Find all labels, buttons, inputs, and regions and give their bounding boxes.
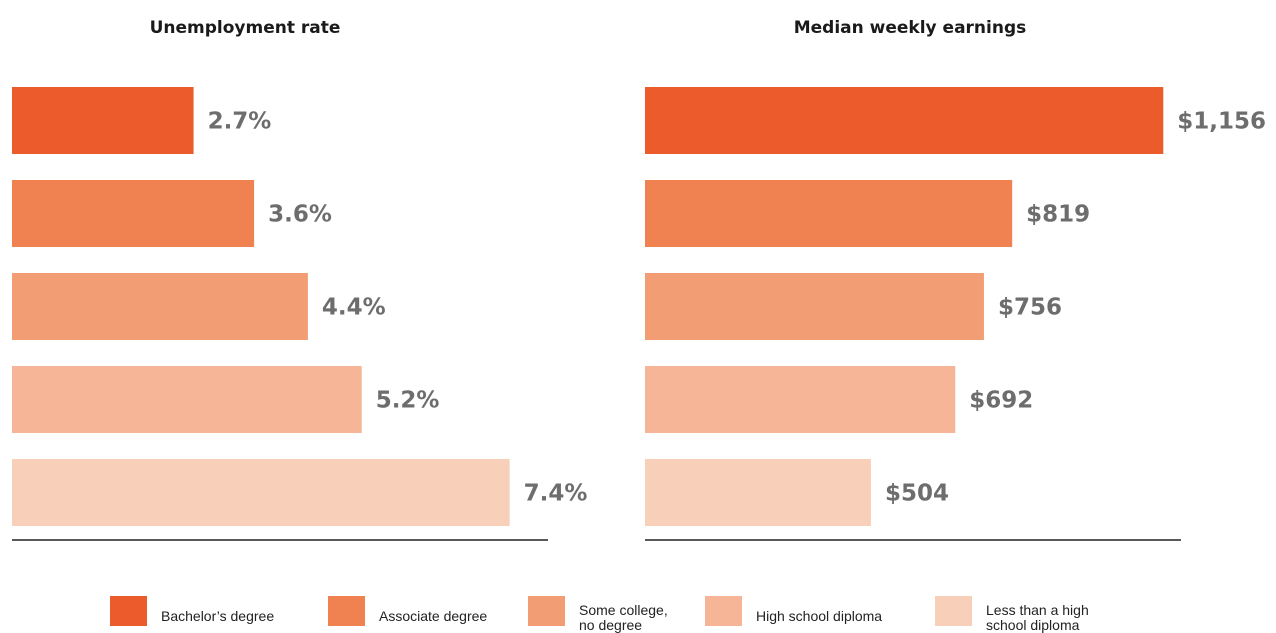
legend-item-associate: Associate degree — [328, 596, 487, 626]
earnings-chart-title: Median weekly earnings — [794, 18, 1027, 38]
median-weekly-earnings-panel: Median weekly earnings $1,156 $819 $756 $69… — [645, 18, 1266, 541]
unemployment-bar-some-college — [12, 273, 308, 340]
legend-label-high-school: High school diploma — [756, 608, 883, 624]
legend: Bachelor’s degree Associate degree Some co… — [0, 596, 1276, 633]
legend-label-less-than-high-school: Less than a high school diploma — [986, 602, 1089, 633]
unemployment-rate-panel: Unemployment rate 2.7% 3.6% 4.4% 5.2% 7.4% — [12, 18, 588, 541]
unemployment-value-label-bachelors: 2.7% — [208, 109, 272, 135]
unemployment-value-label-some-college: 4.4% — [322, 295, 386, 321]
legend-swatch-bachelors — [110, 596, 147, 626]
unemployment-value-label-high-school: 5.2% — [376, 388, 440, 414]
legend-swatch-less-than-high-school — [935, 596, 972, 626]
legend-swatch-associate — [328, 596, 365, 626]
legend-label-bachelors: Bachelor’s degree — [161, 608, 275, 624]
earnings-value-label-bachelors: $1,156 — [1177, 109, 1266, 135]
earnings-bar-less-than-high-school — [645, 459, 871, 526]
unemployment-chart-title: Unemployment rate — [150, 18, 341, 38]
earnings-value-label-associate: $819 — [1026, 202, 1090, 228]
earnings-bar-bachelors — [645, 87, 1164, 154]
earnings-value-label-less-than-high-school: $504 — [885, 481, 949, 507]
legend-label-associate: Associate degree — [379, 608, 488, 624]
legend-item-some-college: Some college, no degree — [528, 596, 668, 633]
earnings-bar-associate — [645, 180, 1013, 247]
unemployment-value-label-associate: 3.6% — [268, 202, 332, 228]
earnings-bar-some-college — [645, 273, 984, 340]
legend-swatch-high-school — [705, 596, 742, 626]
unemployment-bar-bachelors — [12, 87, 194, 154]
legend-item-high-school: High school diploma — [705, 596, 882, 626]
earnings-value-label-high-school: $692 — [969, 388, 1033, 414]
earnings-value-label-some-college: $756 — [998, 295, 1062, 321]
unemployment-value-label-less-than-high-school: 7.4% — [524, 481, 588, 507]
legend-item-less-than-high-school: Less than a high school diploma — [935, 596, 1089, 633]
unemployment-bar-less-than-high-school — [12, 459, 510, 526]
chart-canvas: Unemployment rate 2.7% 3.6% 4.4% 5.2% 7.4% M… — [12, 18, 1266, 541]
legend-label-some-college: Some college, no degree — [579, 602, 668, 633]
legend-swatch-some-college — [528, 596, 565, 626]
earnings-bar-high-school — [645, 366, 956, 433]
unemployment-bar-associate — [12, 180, 255, 247]
unemployment-bar-high-school — [12, 366, 362, 433]
legend-item-bachelors: Bachelor’s degree — [110, 596, 274, 626]
